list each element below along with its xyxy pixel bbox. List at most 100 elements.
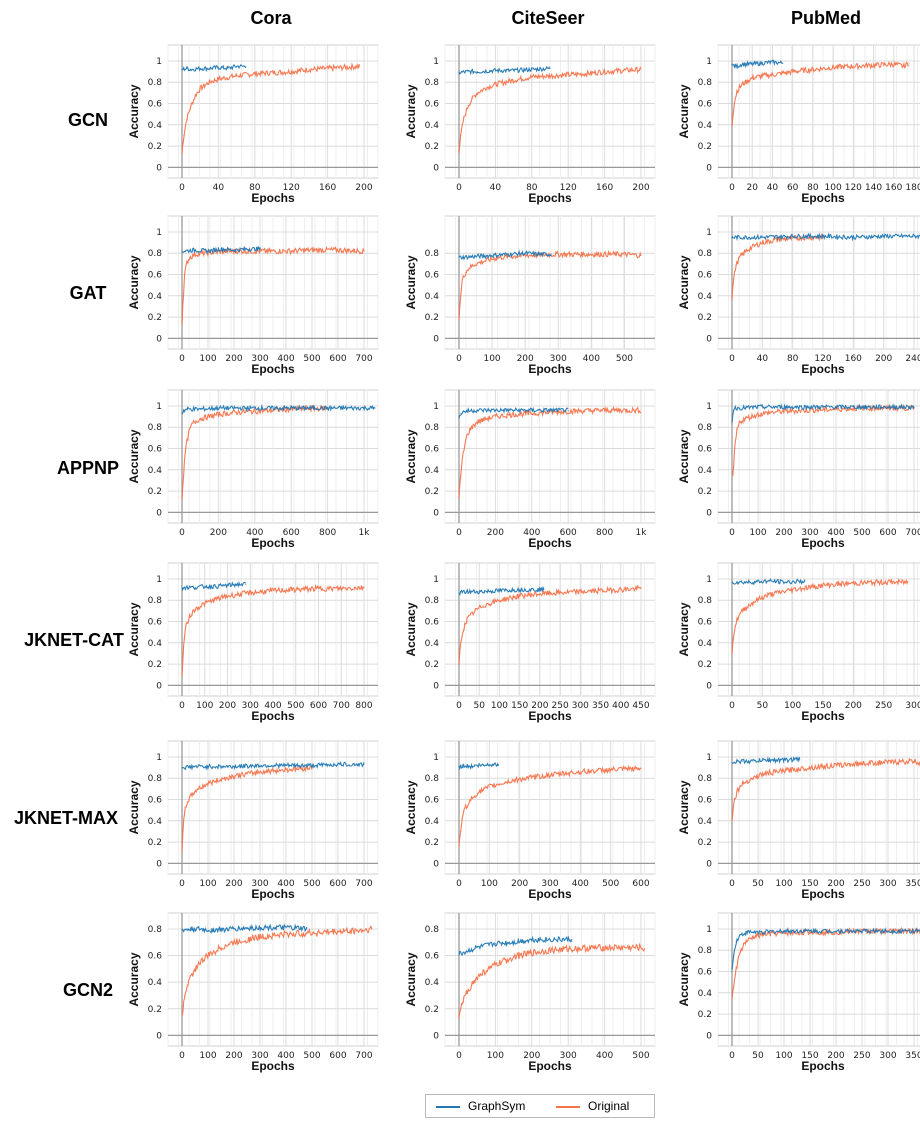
series-line-original [181,62,360,154]
data-point-original [835,764,837,767]
data-point-graphsym [513,69,515,72]
x-tick-label: 40 [490,183,502,193]
data-point-original [208,81,210,83]
x-tick-label: 500 [602,879,619,889]
y-tick-label: 0.4 [698,466,713,476]
x-tick-label: 100 [775,1051,792,1061]
data-point-original [519,778,521,780]
data-point-original [183,636,185,639]
data-point-original [754,245,756,247]
x-tick-label: 200 [219,701,236,711]
x-tick-label: 500 [616,354,633,364]
y-tick-label: 0.4 [425,121,440,131]
data-point-original [181,321,183,323]
data-point-graphsym [259,764,261,767]
data-point-original [308,68,310,71]
x-tick-label: 250 [853,1051,870,1061]
series-line-original [731,577,909,654]
data-point-graphsym [739,407,741,409]
data-point-graphsym [246,248,248,250]
series-line-graphsym [458,761,499,771]
y-tick-label: 0.6 [425,796,440,806]
x-tick-label: 0 [179,183,185,193]
data-point-original [524,254,526,256]
data-point-graphsym [465,951,467,953]
data-point-original [290,71,292,73]
data-point-graphsym [478,591,480,593]
x-tick-label: 600 [329,354,346,364]
x-tick-label: 250 [552,701,569,711]
data-point-original [459,652,461,655]
series-line-original [458,942,646,1019]
data-point-original [363,929,365,931]
data-point-original [465,437,467,439]
x-tick-label: 600 [879,528,896,538]
x-tick-label: 180 [905,183,920,193]
data-point-original [207,955,209,957]
series-line-graphsym [181,63,247,73]
data-point-graphsym [513,941,515,943]
data-point-graphsym [460,412,462,414]
series-line-original [458,66,642,154]
data-point-original [317,587,320,590]
data-point-original [358,65,360,67]
y-tick-label: 0.8 [425,423,440,433]
data-point-original [189,256,191,259]
x-axis-label: Epochs [801,536,845,550]
series-line-original [181,925,373,1016]
data-point-original [463,118,465,121]
y-tick-label: 1 [706,925,712,935]
x-tick-label: 600 [310,701,327,711]
y-tick-label: 0.2 [698,1010,712,1020]
y-tick-label: 0.2 [148,1005,162,1015]
series-line-graphsym [731,232,920,242]
data-point-graphsym [531,409,533,411]
y-tick-label: 0.4 [425,292,440,302]
data-point-graphsym [497,763,499,766]
data-point-original [473,981,475,983]
data-point-graphsym [783,930,785,932]
x-tick-label: 160 [885,183,902,193]
x-axis-label: Epochs [801,709,845,723]
x-tick-label: 40 [757,354,769,364]
data-point-graphsym [751,63,753,65]
data-point-original [792,237,794,239]
x-tick-label: 300 [251,1051,268,1061]
x-tick-label: 0 [729,183,735,193]
x-tick-label: 200 [827,1051,844,1061]
y-tick-label: 1 [156,575,162,585]
data-point-graphsym [220,248,222,250]
panel-appnp-citeseer: 0 0.2 0.4 0.6 0.8 1 0 200 400 600 800 1k Epochs Accur… [404,389,656,550]
y-tick-label: 0.2 [698,313,712,323]
data-point-graphsym [458,72,460,74]
data-point-original [644,948,646,950]
data-point-original [186,801,188,803]
data-point-original [809,409,811,411]
data-point-original [733,102,735,105]
data-point-original [734,447,736,450]
y-tick-label: 0.8 [425,925,440,935]
x-tick-label: 100 [196,701,213,711]
data-point-original [190,105,192,107]
data-point-original [183,134,185,136]
x-tick-label: 1k [359,528,371,538]
data-point-graphsym [181,586,183,589]
x-tick-label: 700 [355,1051,372,1061]
y-tick-label: 0.2 [425,142,439,152]
x-tick-label: 400 [523,528,540,538]
data-point-original [640,68,642,71]
data-point-original [737,616,739,618]
data-point-original [345,66,347,68]
data-point-graphsym [549,939,551,941]
x-tick-label: 100 [775,879,792,889]
y-tick-label: 0.8 [148,596,163,606]
data-point-original [236,75,238,77]
data-point-original [476,421,478,423]
data-point-graphsym [809,406,811,408]
y-tick-label: 0.2 [148,313,162,323]
data-point-original [494,416,496,418]
data-point-original [503,781,506,784]
data-point-graphsym [883,235,885,237]
data-point-graphsym [226,67,229,69]
data-point-graphsym [476,71,478,73]
